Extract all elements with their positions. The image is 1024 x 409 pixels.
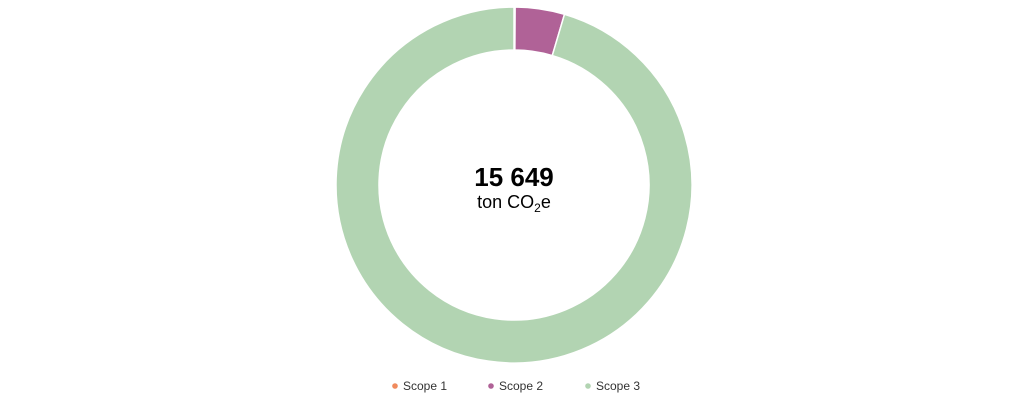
legend-label-scope-3: Scope 3 xyxy=(596,379,640,393)
center-unit-suffix: e xyxy=(541,192,551,212)
legend-marker-scope-3 xyxy=(585,383,591,389)
center-total-value: 15 649 xyxy=(474,162,554,192)
legend-item-scope-1: Scope 1 xyxy=(392,379,447,393)
slice-scope-3 xyxy=(335,6,693,364)
center-label: 15 649 ton CO2e xyxy=(474,162,554,215)
legend-label-scope-1: Scope 1 xyxy=(403,379,447,393)
legend-label-scope-2: Scope 2 xyxy=(499,379,543,393)
legend: Scope 1 Scope 2 Scope 3 xyxy=(392,379,640,393)
legend-item-scope-2: Scope 2 xyxy=(488,379,543,393)
donut-slices xyxy=(335,6,693,364)
legend-marker-scope-1 xyxy=(392,383,398,389)
center-unit-prefix: ton CO xyxy=(477,192,534,212)
center-unit-label: ton CO2e xyxy=(477,192,551,215)
legend-item-scope-3: Scope 3 xyxy=(585,379,640,393)
center-unit-subscript: 2 xyxy=(534,201,541,215)
legend-marker-scope-2 xyxy=(488,383,494,389)
